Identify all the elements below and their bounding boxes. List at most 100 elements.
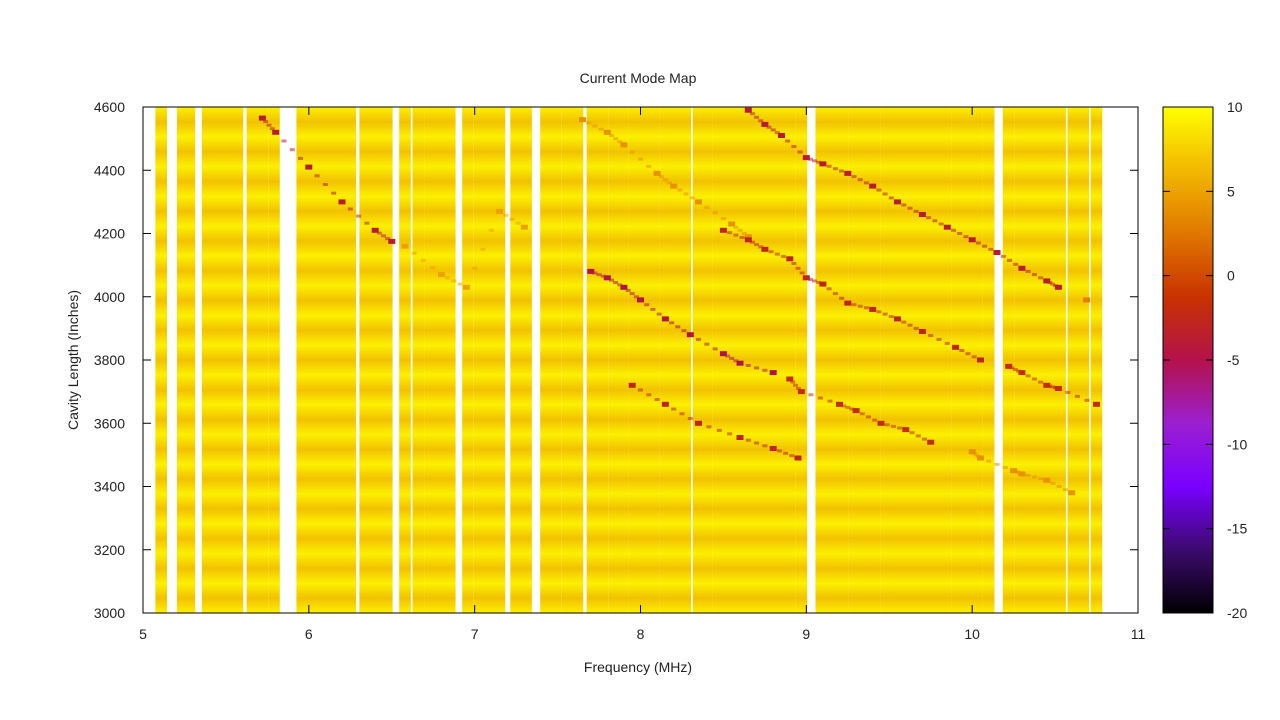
y-tick-label: 4600	[94, 99, 125, 115]
mode-cell	[816, 160, 822, 164]
mode-cell	[646, 393, 652, 397]
heatmap-column	[183, 107, 196, 613]
heatmap-column	[919, 107, 932, 613]
mode-cell	[629, 292, 635, 296]
mode-cell	[689, 196, 695, 200]
mode-cell	[628, 382, 636, 388]
heatmap-column	[211, 107, 224, 613]
mode-cell	[869, 306, 877, 312]
mode-cell	[918, 212, 926, 217]
colorbar-gradient	[1162, 106, 1214, 614]
mode-cell	[857, 178, 863, 182]
heatmap-column	[837, 107, 849, 613]
mode-cell	[894, 199, 901, 205]
heatmap-column	[982, 107, 995, 613]
mode-cell	[733, 359, 739, 363]
heatmap-column	[571, 107, 584, 613]
mode-cell	[1054, 386, 1062, 391]
mode-cell	[457, 282, 463, 286]
heatmap-column	[1067, 107, 1080, 613]
mode-cell	[857, 304, 863, 308]
mode-cell	[617, 140, 623, 144]
mode-cell	[1038, 380, 1044, 384]
mode-cell	[727, 432, 733, 436]
mode-cell	[656, 312, 662, 316]
mode-cell	[1013, 262, 1019, 266]
mode-cell	[926, 216, 932, 220]
mode-cell	[907, 323, 913, 327]
chart-title: Current Mode Map	[580, 70, 697, 86]
mode-cell	[901, 320, 907, 324]
mode-cell	[869, 183, 877, 189]
mode-cell	[679, 412, 685, 416]
mode-cell	[808, 157, 813, 161]
mode-cell	[653, 170, 661, 176]
mode-cell	[1050, 282, 1056, 286]
mode-cell	[790, 380, 796, 384]
mode-cell	[1050, 385, 1056, 389]
heatmap-column	[231, 107, 244, 613]
mode-cell	[613, 137, 619, 141]
mode-cell	[638, 388, 643, 392]
mode-cell	[851, 303, 857, 307]
mode-cell	[808, 393, 814, 397]
mode-cell	[907, 206, 913, 210]
y-tick-label: 4000	[94, 289, 125, 305]
mode-cell	[696, 337, 701, 341]
heatmap-column	[742, 107, 755, 613]
mode-cell	[1038, 276, 1044, 280]
mode-cell	[736, 435, 744, 440]
heatmap-plot-area: 5 6 7 8 9 10 11 3000 3200 3400 3600 3800 4000 4200 44…	[94, 99, 1146, 642]
mode-cell	[762, 368, 768, 372]
mode-cell	[620, 284, 628, 290]
mode-cell	[758, 119, 764, 123]
mode-cell	[658, 175, 664, 179]
mode-cell	[1050, 481, 1056, 485]
heatmap-column	[550, 107, 562, 613]
mode-cell	[826, 287, 832, 291]
mode-cell	[832, 167, 838, 171]
mode-cell	[975, 241, 981, 245]
mode-cell	[888, 196, 894, 200]
x-axis-label: Frequency (MHz)	[584, 659, 692, 675]
heatmap-column	[616, 107, 629, 613]
heatmap-column	[561, 107, 574, 613]
mode-cell	[845, 405, 851, 409]
heatmap-column	[221, 107, 234, 613]
heatmap-column	[628, 107, 640, 613]
heatmap-column	[359, 107, 371, 613]
mode-cell	[744, 234, 752, 240]
mode-cell	[667, 181, 672, 185]
mode-cell	[754, 366, 760, 370]
mode-cell	[776, 449, 782, 453]
mode-cell	[993, 250, 1001, 255]
y-tick-label: 4400	[94, 162, 125, 178]
mode-cell	[728, 221, 736, 227]
heatmap-column	[722, 107, 735, 613]
heatmap-column	[399, 107, 411, 613]
mode-cell	[851, 175, 857, 179]
mode-cell	[786, 376, 794, 382]
mode-cell	[876, 188, 882, 192]
heatmap-column	[1077, 107, 1090, 613]
mode-cell	[347, 207, 353, 211]
mode-cell	[644, 303, 650, 307]
mode-cell	[968, 237, 976, 243]
heatmap-column	[659, 107, 672, 613]
mode-cell	[745, 364, 751, 367]
mode-cell	[445, 276, 451, 280]
mode-cell	[1075, 394, 1080, 398]
mode-cell	[669, 321, 675, 325]
mode-cell	[758, 245, 764, 249]
mode-cell	[613, 281, 619, 284]
heatmap-column	[764, 107, 776, 613]
heatmap-column	[268, 107, 280, 613]
heatmap-column	[473, 107, 486, 613]
heatmap-column	[858, 107, 871, 613]
mode-cell	[598, 127, 604, 131]
mode-cell	[1031, 475, 1037, 479]
mode-cell	[819, 281, 827, 287]
mode-cell	[781, 254, 786, 258]
heatmap-column	[306, 107, 318, 613]
